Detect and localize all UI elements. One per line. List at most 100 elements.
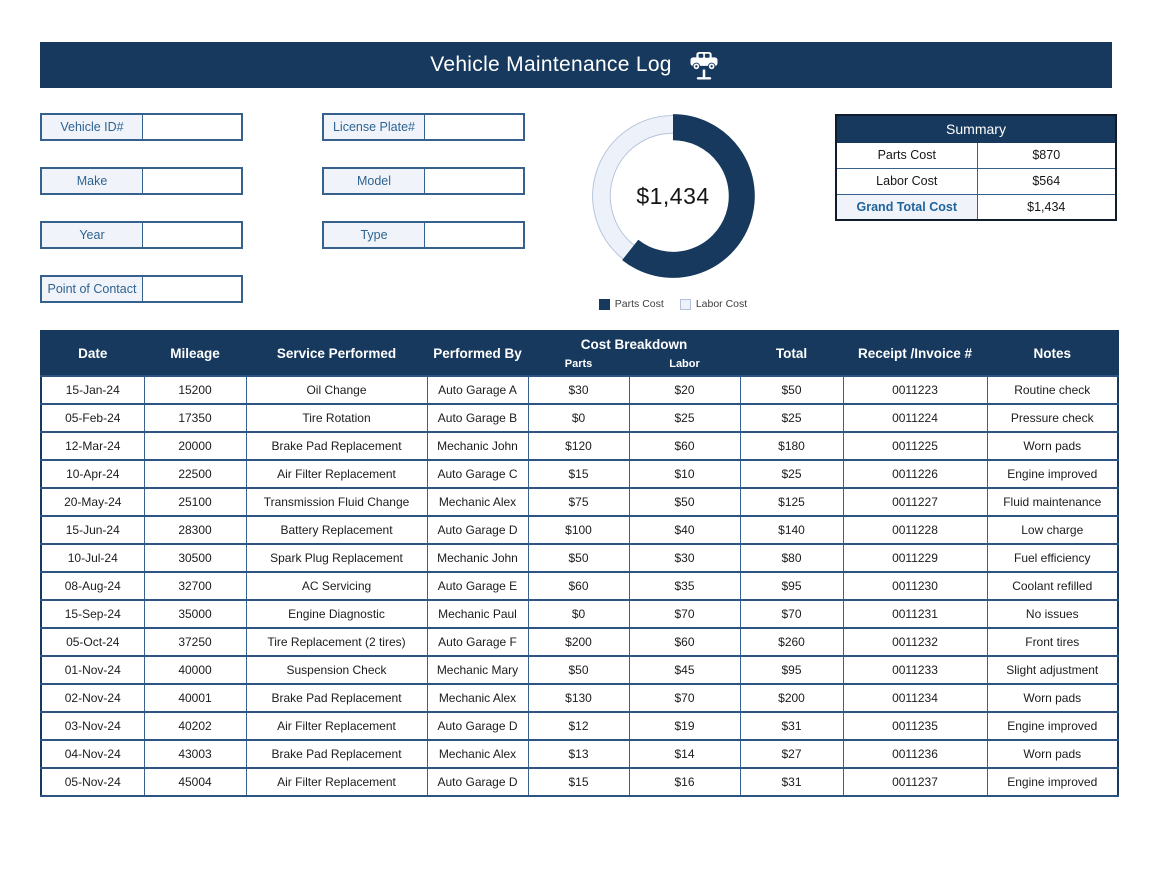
cell-total[interactable]: $70 (739, 598, 844, 629)
field-input-make[interactable] (143, 169, 241, 193)
field-input-vehicle-id[interactable] (143, 115, 241, 139)
cell-date[interactable]: 05-Feb-24 (40, 402, 145, 433)
cell-service-performed[interactable]: Air Filter Replacement (245, 766, 428, 797)
cell-receipt-invoice[interactable]: 0011236 (842, 738, 988, 769)
cell-parts-cost[interactable]: $100 (527, 514, 630, 545)
cell-parts-cost[interactable]: $130 (527, 682, 630, 713)
cell-receipt-invoice[interactable]: 0011228 (842, 514, 988, 545)
cell-performed-by[interactable]: Auto Garage B (426, 402, 529, 433)
cell-total[interactable]: $200 (739, 682, 844, 713)
cell-service-performed[interactable]: Tire Replacement (2 tires) (245, 626, 428, 657)
cell-performed-by[interactable]: Auto Garage D (426, 766, 529, 797)
cell-notes[interactable]: Fluid maintenance (986, 486, 1119, 517)
cell-date[interactable]: 05-Nov-24 (40, 766, 145, 797)
cell-total[interactable]: $180 (739, 430, 844, 461)
cell-performed-by[interactable]: Auto Garage D (426, 514, 529, 545)
cell-parts-cost[interactable]: $200 (527, 626, 630, 657)
cell-service-performed[interactable]: Oil Change (245, 374, 428, 405)
cell-total[interactable]: $140 (739, 514, 844, 545)
cell-parts-cost[interactable]: $0 (527, 402, 630, 433)
cell-service-performed[interactable]: Suspension Check (245, 654, 428, 685)
cell-mileage[interactable]: 35000 (143, 598, 247, 629)
cell-labor-cost[interactable]: $25 (628, 402, 741, 433)
cell-total[interactable]: $95 (739, 570, 844, 601)
cell-labor-cost[interactable]: $35 (628, 570, 741, 601)
cell-notes[interactable]: Engine improved (986, 458, 1119, 489)
cell-date[interactable]: 03-Nov-24 (40, 710, 145, 741)
cell-receipt-invoice[interactable]: 0011226 (842, 458, 988, 489)
cell-labor-cost[interactable]: $60 (628, 626, 741, 657)
cell-receipt-invoice[interactable]: 0011225 (842, 430, 988, 461)
cell-service-performed[interactable]: Air Filter Replacement (245, 710, 428, 741)
cell-service-performed[interactable]: Transmission Fluid Change (245, 486, 428, 517)
cell-total[interactable]: $31 (739, 766, 844, 797)
cell-labor-cost[interactable]: $20 (628, 374, 741, 405)
cell-notes[interactable]: Fuel efficiency (986, 542, 1119, 573)
cell-mileage[interactable]: 40001 (143, 682, 247, 713)
cell-total[interactable]: $95 (739, 654, 844, 685)
cell-mileage[interactable]: 20000 (143, 430, 247, 461)
cell-labor-cost[interactable]: $10 (628, 458, 741, 489)
field-input-type[interactable] (425, 223, 523, 247)
cell-notes[interactable]: Engine improved (986, 710, 1119, 741)
cell-notes[interactable]: Routine check (986, 374, 1119, 405)
cell-notes[interactable]: Worn pads (986, 682, 1119, 713)
field-input-point-of-contact[interactable] (143, 277, 241, 301)
cell-mileage[interactable]: 15200 (143, 374, 247, 405)
cell-service-performed[interactable]: Engine Diagnostic (245, 598, 428, 629)
cell-labor-cost[interactable]: $70 (628, 598, 741, 629)
cell-notes[interactable]: No issues (986, 598, 1119, 629)
cell-labor-cost[interactable]: $45 (628, 654, 741, 685)
cell-receipt-invoice[interactable]: 0011224 (842, 402, 988, 433)
cell-date[interactable]: 15-Sep-24 (40, 598, 145, 629)
cell-date[interactable]: 12-Mar-24 (40, 430, 145, 461)
cell-notes[interactable]: Slight adjustment (986, 654, 1119, 685)
cell-labor-cost[interactable]: $60 (628, 430, 741, 461)
cell-notes[interactable]: Engine improved (986, 766, 1119, 797)
cell-parts-cost[interactable]: $13 (527, 738, 630, 769)
cell-performed-by[interactable]: Auto Garage D (426, 710, 529, 741)
cell-notes[interactable]: Coolant refilled (986, 570, 1119, 601)
field-input-license-plate[interactable] (425, 115, 523, 139)
cell-date[interactable]: 10-Apr-24 (40, 458, 145, 489)
cell-parts-cost[interactable]: $75 (527, 486, 630, 517)
cell-total[interactable]: $27 (739, 738, 844, 769)
cell-service-performed[interactable]: Brake Pad Replacement (245, 738, 428, 769)
cell-mileage[interactable]: 40000 (143, 654, 247, 685)
cell-mileage[interactable]: 17350 (143, 402, 247, 433)
cell-parts-cost[interactable]: $15 (527, 766, 630, 797)
cell-total[interactable]: $31 (739, 710, 844, 741)
cell-performed-by[interactable]: Auto Garage F (426, 626, 529, 657)
cell-performed-by[interactable]: Auto Garage E (426, 570, 529, 601)
cell-mileage[interactable]: 45004 (143, 766, 247, 797)
cell-parts-cost[interactable]: $60 (527, 570, 630, 601)
cell-date[interactable]: 02-Nov-24 (40, 682, 145, 713)
cell-total[interactable]: $25 (739, 402, 844, 433)
cell-parts-cost[interactable]: $15 (527, 458, 630, 489)
cell-receipt-invoice[interactable]: 0011229 (842, 542, 988, 573)
cell-notes[interactable]: Worn pads (986, 430, 1119, 461)
cell-mileage[interactable]: 25100 (143, 486, 247, 517)
cell-service-performed[interactable]: Air Filter Replacement (245, 458, 428, 489)
cell-receipt-invoice[interactable]: 0011235 (842, 710, 988, 741)
cell-labor-cost[interactable]: $16 (628, 766, 741, 797)
cell-labor-cost[interactable]: $50 (628, 486, 741, 517)
cell-mileage[interactable]: 37250 (143, 626, 247, 657)
cell-mileage[interactable]: 30500 (143, 542, 247, 573)
cell-parts-cost[interactable]: $30 (527, 374, 630, 405)
cell-labor-cost[interactable]: $40 (628, 514, 741, 545)
cell-total[interactable]: $125 (739, 486, 844, 517)
cell-performed-by[interactable]: Mechanic John (426, 430, 529, 461)
cell-labor-cost[interactable]: $70 (628, 682, 741, 713)
cell-mileage[interactable]: 40202 (143, 710, 247, 741)
cell-parts-cost[interactable]: $50 (527, 654, 630, 685)
cell-receipt-invoice[interactable]: 0011233 (842, 654, 988, 685)
cell-service-performed[interactable]: Tire Rotation (245, 402, 428, 433)
cell-service-performed[interactable]: Brake Pad Replacement (245, 682, 428, 713)
cell-performed-by[interactable]: Auto Garage C (426, 458, 529, 489)
field-input-year[interactable] (143, 223, 241, 247)
cell-receipt-invoice[interactable]: 0011227 (842, 486, 988, 517)
cell-performed-by[interactable]: Mechanic Alex (426, 738, 529, 769)
cell-service-performed[interactable]: AC Servicing (245, 570, 428, 601)
cell-service-performed[interactable]: Battery Replacement (245, 514, 428, 545)
